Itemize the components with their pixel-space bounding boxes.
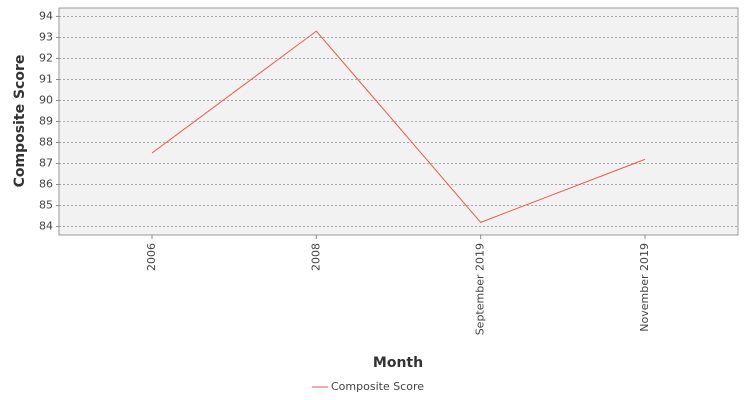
y-tick-label: 84: [39, 220, 53, 233]
x-tick-label: November 2019: [638, 243, 651, 332]
y-tick-label: 86: [39, 178, 53, 191]
line-series: [151, 30, 646, 223]
y-axis-title: Composite Score: [12, 55, 28, 188]
legend-label: Composite Score: [331, 380, 424, 393]
y-tick-label: 85: [39, 199, 53, 212]
y-tick-label: 91: [39, 72, 53, 85]
y-tick-label: 90: [39, 93, 53, 106]
x-tick-label: September 2019: [474, 243, 487, 335]
x-tick-label: 2006: [145, 243, 158, 271]
x-tick-label: 2008: [309, 243, 322, 271]
y-tick-label: 94: [39, 9, 53, 22]
y-tick-label: 87: [39, 157, 53, 170]
y-tick-label: 92: [39, 51, 53, 64]
y-tick-label: 89: [39, 115, 53, 128]
y-tick-label: 93: [39, 30, 53, 43]
y-tick-label: 88: [39, 136, 53, 149]
x-axis-title: Month: [373, 355, 423, 371]
